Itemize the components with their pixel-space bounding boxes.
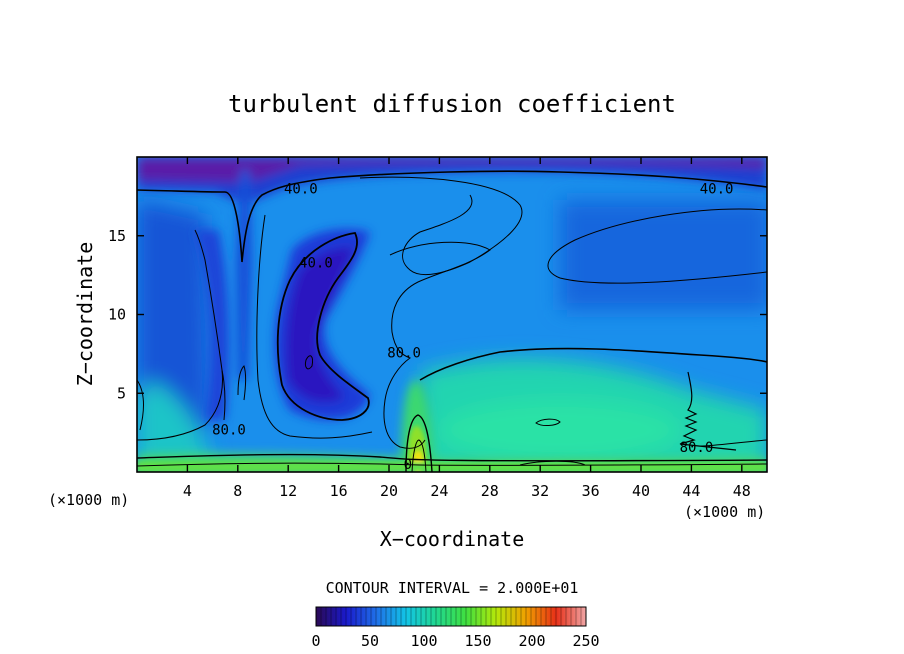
contour-peak-outer xyxy=(405,414,433,472)
colorbar-tick-label: 50 xyxy=(361,632,379,650)
contour-right-lower xyxy=(699,439,767,447)
x-axis-label: X−coordinate xyxy=(380,527,525,551)
contour-peak-inner xyxy=(411,439,427,472)
contour-label: 40.0 xyxy=(299,256,333,272)
contour-label: 80.0 xyxy=(680,440,714,456)
y-tick-label: 5 xyxy=(117,384,126,402)
contour-label: 0 xyxy=(404,457,412,473)
x-tick-label: 40 xyxy=(632,482,650,500)
x-tick-label: 8 xyxy=(233,482,242,500)
field-stem-left xyxy=(195,230,230,420)
contour-interval-text: CONTOUR INTERVAL = 2.000E+01 xyxy=(326,579,579,597)
field-top-purple xyxy=(137,157,767,182)
x-tick-label: 12 xyxy=(279,482,297,500)
contour-lines xyxy=(137,170,767,472)
contour-label: 40.0 xyxy=(700,182,734,198)
colorbar-tick-label: 200 xyxy=(518,632,545,650)
contour-left-wiggle xyxy=(137,379,144,431)
x-tick-label: 16 xyxy=(330,482,348,500)
contour-80-lower xyxy=(419,347,767,381)
x-unit-left: (×1000 m) xyxy=(48,491,129,509)
contour-right-wiggle xyxy=(679,371,737,451)
x-tick-label: 44 xyxy=(682,482,700,500)
x-tick-label: 32 xyxy=(531,482,549,500)
x-axis-ticks: 4 8 12 16 20 24 28 32 36 40 44 48 xyxy=(183,157,751,500)
field-top-band xyxy=(137,157,767,205)
colorbar-tick-label: 100 xyxy=(410,632,437,650)
contour-40-top xyxy=(137,170,767,263)
chart-title: turbulent diffusion coefficient xyxy=(228,90,676,118)
field-right-upper xyxy=(560,200,767,310)
contour-label: 80.0 xyxy=(387,345,421,361)
contour-small-oval-2 xyxy=(519,460,586,466)
field-bottom-band xyxy=(137,462,767,472)
contour-60-right xyxy=(547,208,767,284)
contour-labels: 40.0 40.0 40.0 80.0 80.0 80.0 0 xyxy=(212,182,733,474)
y-tick-label: 10 xyxy=(108,306,126,324)
field-lobe-core xyxy=(286,247,355,403)
y-axis-ticks: 5 10 15 xyxy=(108,227,767,402)
x-tick-label: 4 xyxy=(183,482,192,500)
x-tick-label: 36 xyxy=(582,482,600,500)
contour-60-upper xyxy=(359,176,523,276)
x-tick-label: 48 xyxy=(733,482,751,500)
colorbar: 0 50 100 150 200 250 xyxy=(311,606,600,650)
colorbar-tick-label: 250 xyxy=(572,632,599,650)
field-left-column xyxy=(137,380,215,472)
contour-80-base xyxy=(137,453,767,462)
contour-small-oval xyxy=(535,418,561,426)
contour-field xyxy=(137,157,767,472)
contour-80-left xyxy=(137,229,223,441)
contour-stem-right xyxy=(237,365,246,401)
x-tick-label: 20 xyxy=(380,482,398,500)
contour-label: 80.0 xyxy=(212,422,246,438)
contour-100-base xyxy=(137,462,767,467)
colorbar-tick-label: 0 xyxy=(311,632,320,650)
contour-40-lobe xyxy=(276,232,370,421)
colorbar-frame xyxy=(315,606,587,627)
contour-80-inner xyxy=(256,214,373,439)
y-axis-label: Z−coordinate xyxy=(73,242,97,387)
contour-small-closed xyxy=(305,355,313,370)
colorbar-tick-label: 150 xyxy=(464,632,491,650)
contour-label: 40.0 xyxy=(284,182,318,198)
contour-stem-left xyxy=(221,369,226,421)
x-unit-right: (×1000 m) xyxy=(684,503,765,521)
field-lower-core xyxy=(440,400,680,460)
x-tick-label: 24 xyxy=(430,482,448,500)
x-tick-label: 28 xyxy=(481,482,499,500)
y-tick-label: 15 xyxy=(108,227,126,245)
